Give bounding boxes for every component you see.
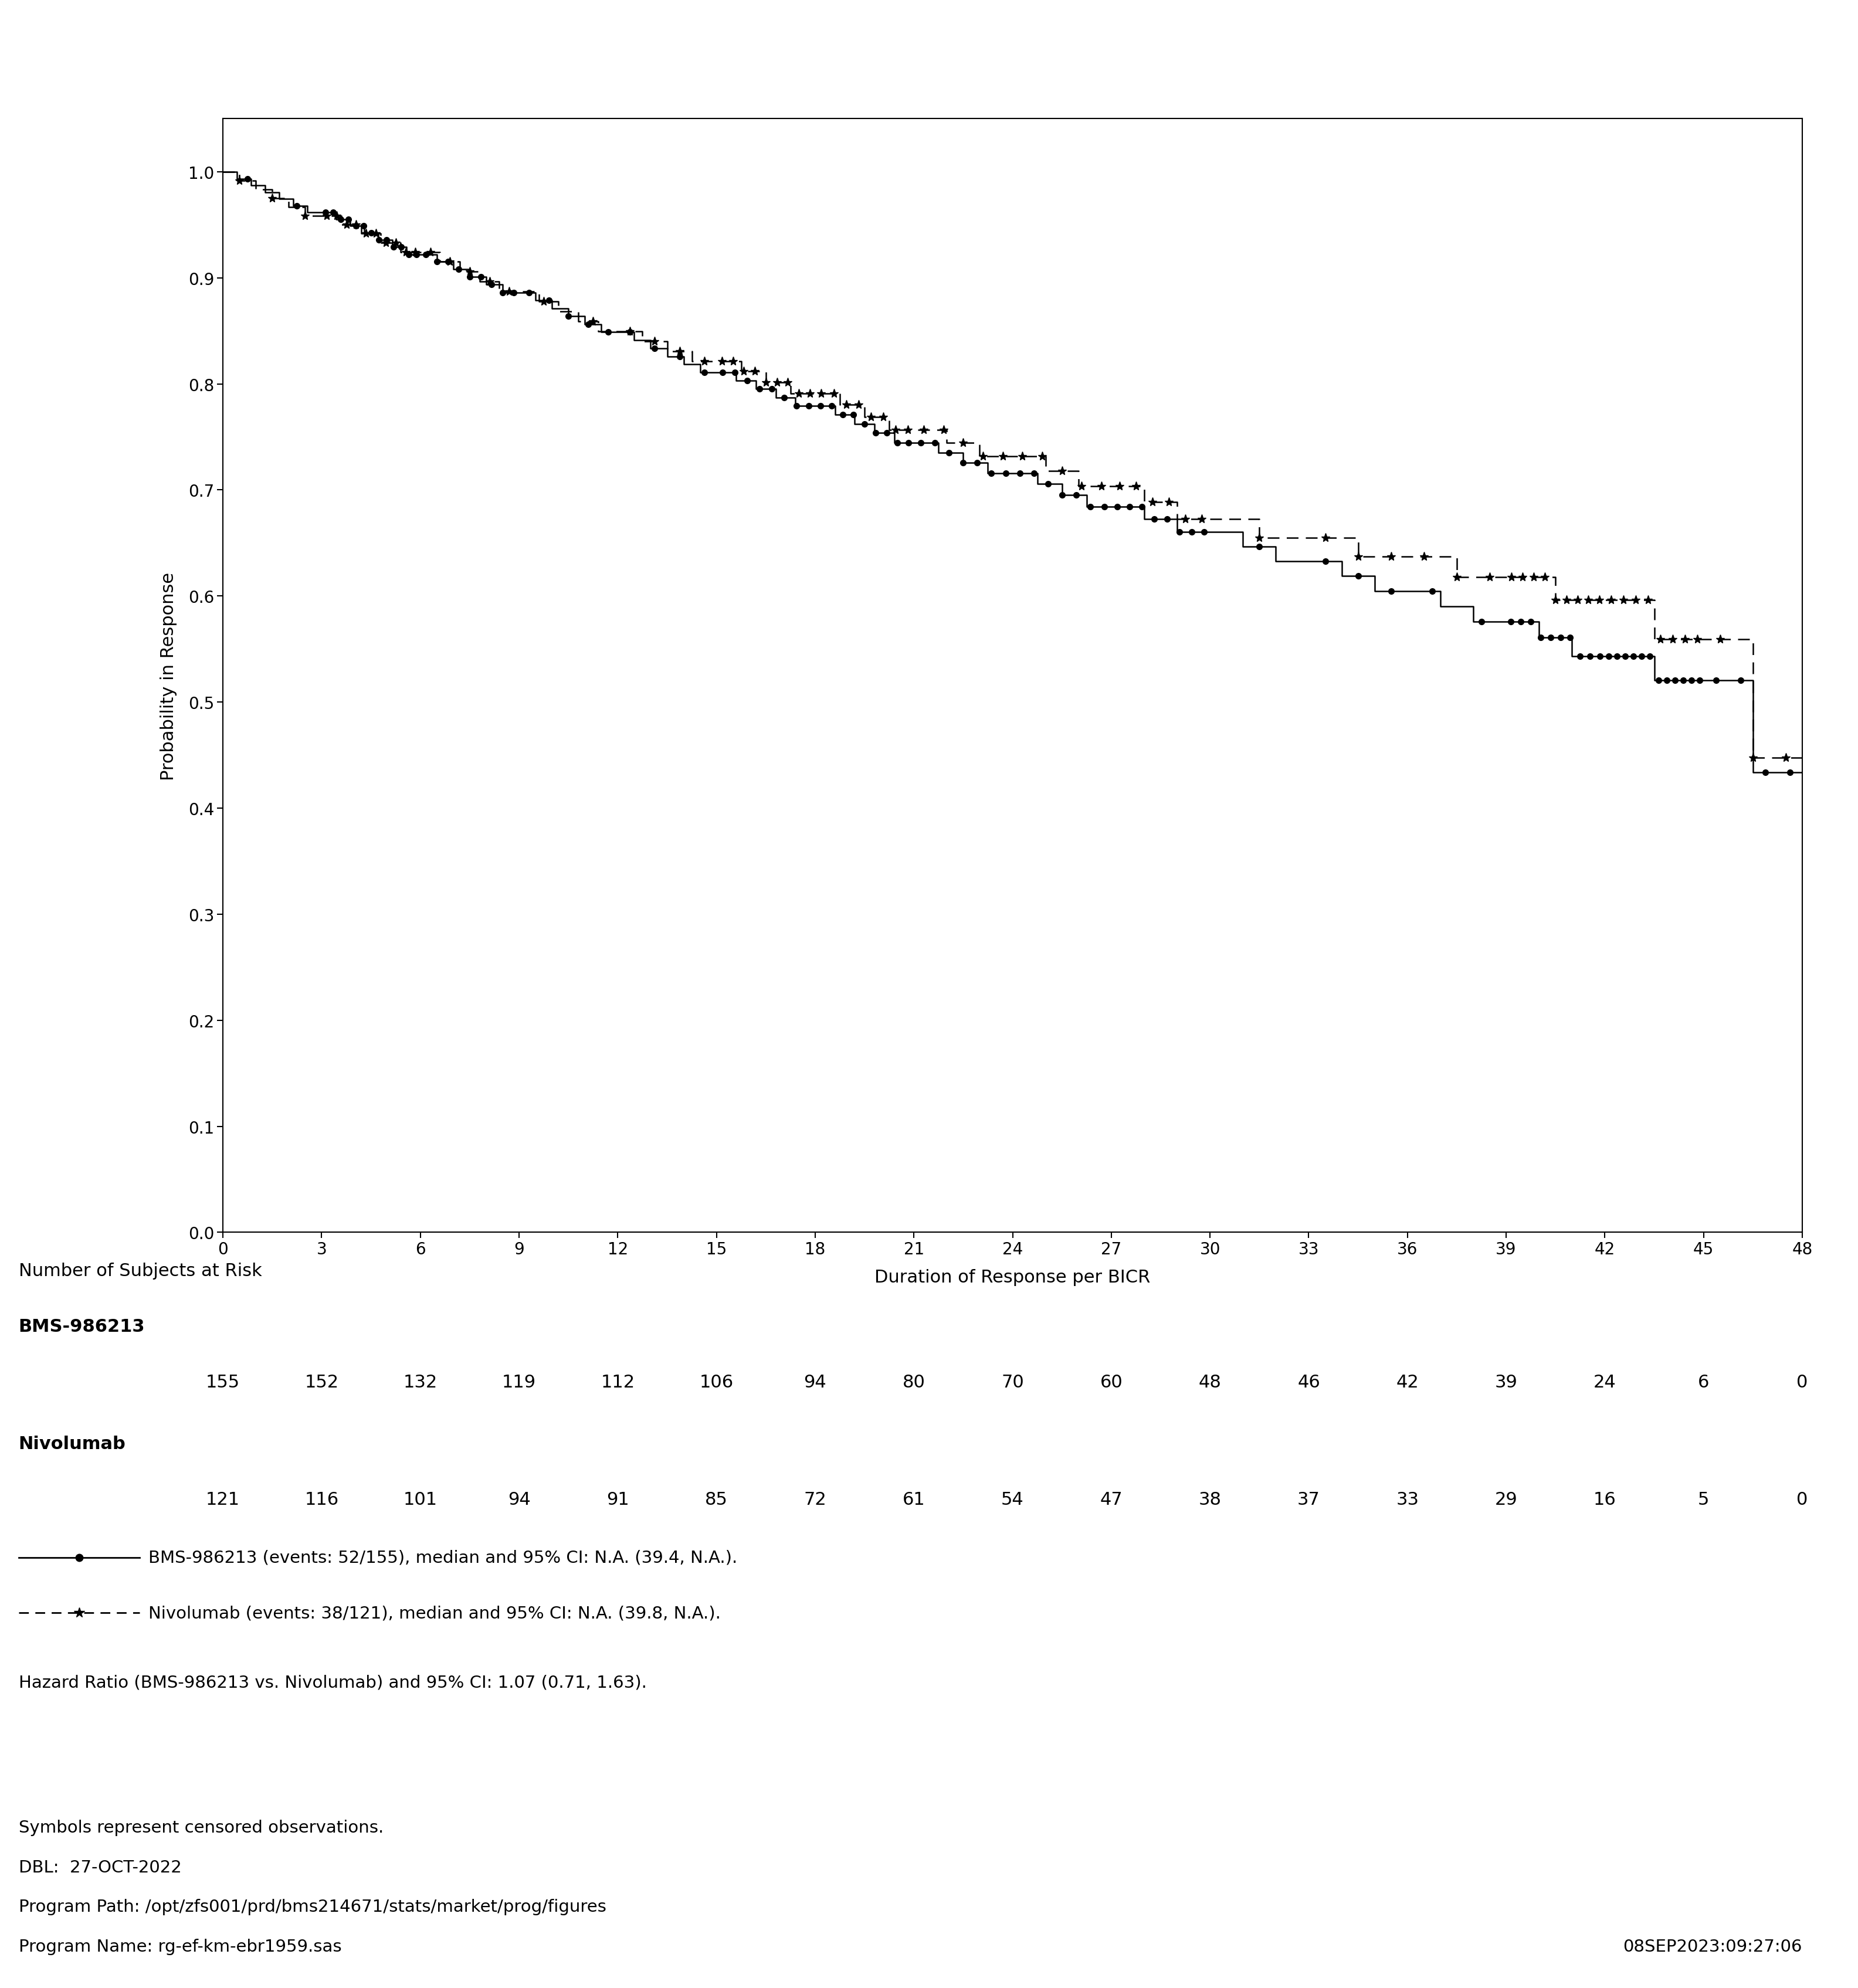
Text: 60: 60 (1100, 1374, 1122, 1392)
Text: Number of Subjects at Risk: Number of Subjects at Risk (19, 1262, 262, 1280)
Text: 0: 0 (1797, 1491, 1808, 1507)
Text: 116: 116 (305, 1491, 338, 1507)
Text: 39: 39 (1494, 1374, 1518, 1392)
Text: Nivolumab (events: 38/121), median and 95% CI: N.A. (39.8, N.A.).: Nivolumab (events: 38/121), median and 9… (149, 1604, 721, 1622)
Text: 6: 6 (1698, 1374, 1709, 1392)
Text: Program Path: /opt/zfs001/prd/bms214671/stats/market/prog/figures: Program Path: /opt/zfs001/prd/bms214671/… (19, 1899, 606, 1914)
Text: 85: 85 (704, 1491, 728, 1507)
Text: 119: 119 (502, 1374, 537, 1392)
Text: 37: 37 (1297, 1491, 1321, 1507)
Text: Symbols represent censored observations.: Symbols represent censored observations. (19, 1819, 383, 1835)
Text: 80: 80 (903, 1374, 925, 1392)
Text: 121: 121 (206, 1491, 240, 1507)
Text: 94: 94 (507, 1491, 530, 1507)
Text: 54: 54 (1001, 1491, 1024, 1507)
Text: 106: 106 (699, 1374, 734, 1392)
Text: 101: 101 (403, 1491, 437, 1507)
Text: 16: 16 (1594, 1491, 1616, 1507)
Text: 29: 29 (1496, 1491, 1518, 1507)
Text: 61: 61 (903, 1491, 925, 1507)
Text: 152: 152 (305, 1374, 338, 1392)
Text: 94: 94 (805, 1374, 827, 1392)
Text: BMS-986213 (events: 52/155), median and 95% CI: N.A. (39.4, N.A.).: BMS-986213 (events: 52/155), median and … (149, 1549, 738, 1567)
Text: 70: 70 (1001, 1374, 1024, 1392)
Text: 48: 48 (1198, 1374, 1221, 1392)
Text: BMS-986213: BMS-986213 (19, 1318, 145, 1336)
Text: 112: 112 (600, 1374, 635, 1392)
Text: 08SEP2023:09:27:06: 08SEP2023:09:27:06 (1624, 1938, 1802, 1954)
Text: 24: 24 (1594, 1374, 1616, 1392)
Text: 42: 42 (1395, 1374, 1420, 1392)
Text: Hazard Ratio (BMS-986213 vs. Nivolumab) and 95% CI: 1.07 (0.71, 1.63).: Hazard Ratio (BMS-986213 vs. Nivolumab) … (19, 1674, 647, 1690)
Text: Program Name: rg-ef-km-ebr1959.sas: Program Name: rg-ef-km-ebr1959.sas (19, 1938, 342, 1954)
Y-axis label: Probability in Response: Probability in Response (160, 573, 177, 779)
Text: 91: 91 (606, 1491, 630, 1507)
Text: 33: 33 (1395, 1491, 1420, 1507)
Text: 38: 38 (1198, 1491, 1221, 1507)
Text: 132: 132 (403, 1374, 437, 1392)
Text: 47: 47 (1100, 1491, 1122, 1507)
Text: 155: 155 (206, 1374, 240, 1392)
Text: 72: 72 (805, 1491, 827, 1507)
Text: 5: 5 (1698, 1491, 1709, 1507)
Text: DBL:  27-OCT-2022: DBL: 27-OCT-2022 (19, 1859, 182, 1875)
Text: 0: 0 (1797, 1374, 1808, 1392)
Text: 46: 46 (1297, 1374, 1319, 1392)
X-axis label: Duration of Response per BICR: Duration of Response per BICR (875, 1268, 1150, 1286)
Text: Nivolumab: Nivolumab (19, 1435, 126, 1451)
